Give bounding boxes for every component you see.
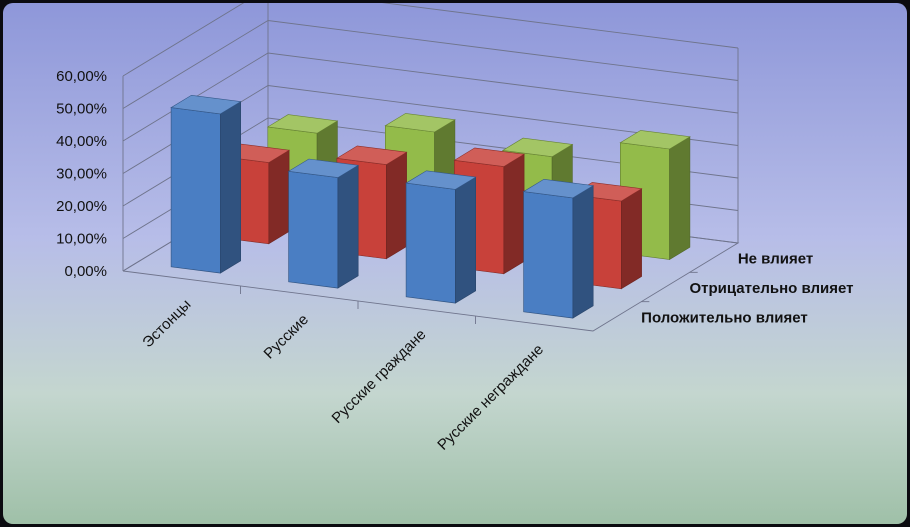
y-tick-label: 30,00% xyxy=(56,166,107,183)
bar-top-face xyxy=(287,158,360,178)
bar-side-face xyxy=(337,164,359,289)
series-label: Положительно влияет xyxy=(641,309,808,326)
bar-side-face xyxy=(620,188,642,290)
y-tick-label: 10,00% xyxy=(56,231,107,248)
bar-top-face xyxy=(405,170,477,190)
bar-top-face xyxy=(170,94,242,115)
gridline xyxy=(122,3,739,77)
series-label: Не влияет xyxy=(738,251,813,268)
bar xyxy=(170,94,242,274)
bar-side-face xyxy=(268,149,290,245)
bar-side-face xyxy=(572,185,594,319)
bar-side-face xyxy=(503,153,525,275)
bar-front-face xyxy=(523,191,574,319)
y-tick-label: 0,00% xyxy=(64,263,107,280)
y-tick-label: 20,00% xyxy=(56,198,107,215)
bar-top-face xyxy=(384,113,456,133)
bar-top-face xyxy=(266,114,339,134)
bar-side-face xyxy=(385,151,407,260)
bar-top-face xyxy=(501,137,574,158)
chart-area: 0,00% 10,00% 20,00% 30,00% 40,00% 50,00% 60,00… xyxy=(3,3,907,524)
bar-top-face xyxy=(453,147,525,167)
bar-side-face xyxy=(220,101,241,274)
bar xyxy=(287,158,360,289)
bar xyxy=(522,178,595,319)
bar-top-face xyxy=(522,178,595,199)
bar-front-face xyxy=(405,182,456,304)
bar-side-face xyxy=(455,176,477,304)
bar-side-face xyxy=(669,136,691,261)
bar-front-face xyxy=(288,170,339,289)
bar-top-face xyxy=(336,145,408,165)
y-tick-label: 50,00% xyxy=(56,101,107,118)
y-tick-label: 60,00% xyxy=(56,68,107,85)
series-label: Отрицательно влияет xyxy=(690,280,854,297)
bar xyxy=(405,170,477,304)
bar-front-face xyxy=(170,107,221,274)
y-tick-label: 40,00% xyxy=(56,133,107,150)
bar-top-face xyxy=(619,130,691,150)
chart-frame: 0,00% 10,00% 20,00% 30,00% 40,00% 50,00% 60,00… xyxy=(3,3,907,524)
